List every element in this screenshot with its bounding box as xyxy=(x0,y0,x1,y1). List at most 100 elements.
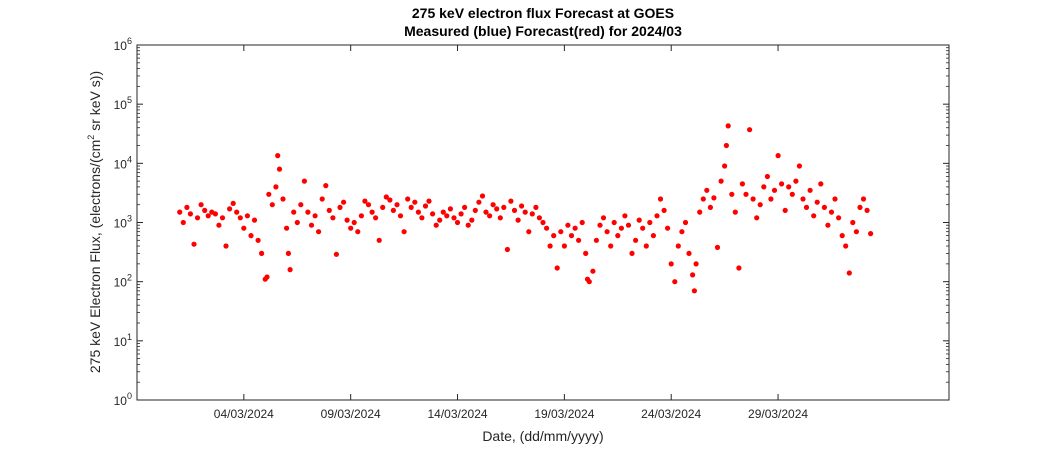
y-tick-label: 103 xyxy=(114,214,132,231)
data-point xyxy=(355,229,361,235)
data-point xyxy=(216,222,222,228)
data-point xyxy=(383,194,389,200)
data-point xyxy=(501,204,507,210)
data-point xyxy=(547,243,553,249)
data-point xyxy=(572,225,578,231)
data-point xyxy=(647,219,653,226)
y-axis-label-rest: sr keV s)) xyxy=(87,71,103,135)
data-point xyxy=(725,123,731,129)
data-point xyxy=(212,211,218,217)
data-point xyxy=(704,187,710,193)
data-point xyxy=(832,196,838,202)
data-point xyxy=(818,181,824,187)
data-point xyxy=(519,203,525,209)
data-point xyxy=(351,219,357,226)
data-point xyxy=(280,196,286,202)
data-point xyxy=(786,184,792,190)
data-point xyxy=(836,215,842,221)
data-point xyxy=(397,213,404,219)
data-point xyxy=(554,265,560,271)
data-point xyxy=(301,178,307,184)
data-point xyxy=(565,222,571,228)
data-point xyxy=(857,204,863,210)
data-point xyxy=(259,250,265,256)
data-point xyxy=(284,225,290,231)
data-point xyxy=(522,209,528,215)
data-point xyxy=(593,237,600,243)
data-point xyxy=(722,163,728,169)
data-point xyxy=(811,213,817,219)
data-point xyxy=(251,217,258,223)
data-point xyxy=(597,222,603,228)
data-point xyxy=(237,215,243,221)
data-point xyxy=(796,163,803,169)
data-point xyxy=(711,195,717,201)
data-point xyxy=(312,213,318,219)
y-axis: 100 101 102 103 104 105 106 xyxy=(114,36,949,408)
data-point xyxy=(273,184,279,190)
x-axis-label: Date, (dd/mm/yyyy) xyxy=(482,428,603,444)
data-point xyxy=(380,204,386,210)
data-point xyxy=(515,217,521,223)
data-point xyxy=(330,215,336,221)
data-point xyxy=(264,274,270,280)
data-point xyxy=(611,219,617,226)
data-point xyxy=(348,225,354,231)
data-point xyxy=(511,207,518,213)
data-point xyxy=(636,217,642,223)
data-point xyxy=(846,270,852,276)
data-point xyxy=(768,196,774,202)
y-tick-label: 100 xyxy=(114,391,132,408)
data-point xyxy=(682,219,689,226)
data-point xyxy=(490,202,496,208)
data-point xyxy=(679,229,685,235)
data-point xyxy=(390,207,396,213)
data-point xyxy=(665,225,671,231)
data-point xyxy=(839,233,845,239)
data-point xyxy=(821,204,828,210)
y-axis-label-superscript: 2 xyxy=(86,135,96,140)
data-point xyxy=(544,225,550,231)
data-point xyxy=(789,191,795,197)
data-point xyxy=(230,200,236,206)
data-point xyxy=(825,222,831,228)
data-point xyxy=(269,202,275,208)
data-point xyxy=(691,288,698,294)
data-point xyxy=(241,225,247,231)
data-point xyxy=(529,211,535,217)
data-point xyxy=(194,215,201,221)
data-point xyxy=(394,202,400,208)
data-point xyxy=(285,250,291,256)
data-point xyxy=(333,251,339,257)
data-point xyxy=(405,196,411,202)
data-point xyxy=(700,196,706,202)
data-point xyxy=(828,209,835,215)
data-point xyxy=(469,217,475,223)
data-point xyxy=(583,250,589,256)
data-point xyxy=(465,222,471,228)
data-point xyxy=(782,207,788,213)
x-axis: 04/03/2024 09/03/2024 14/03/2024 19/03/2024… xyxy=(214,45,808,421)
data-point xyxy=(568,233,575,239)
data-point xyxy=(180,219,186,226)
data-point xyxy=(255,237,261,243)
data-point xyxy=(576,237,582,243)
data-point xyxy=(426,198,432,204)
data-point xyxy=(771,187,778,193)
data-point xyxy=(668,261,674,267)
data-point xyxy=(472,207,478,213)
x-tick-label: 14/03/2024 xyxy=(427,407,487,421)
data-point xyxy=(234,209,240,215)
data-point xyxy=(444,213,450,219)
data-point xyxy=(714,244,721,250)
data-point xyxy=(362,198,368,204)
data-point xyxy=(497,215,503,221)
data-point xyxy=(487,213,493,219)
data-point xyxy=(629,250,635,256)
data-point xyxy=(287,267,293,273)
data-point xyxy=(729,191,735,197)
data-point xyxy=(415,209,421,215)
data-point xyxy=(739,181,746,187)
data-point xyxy=(779,181,785,187)
data-point xyxy=(479,193,486,199)
